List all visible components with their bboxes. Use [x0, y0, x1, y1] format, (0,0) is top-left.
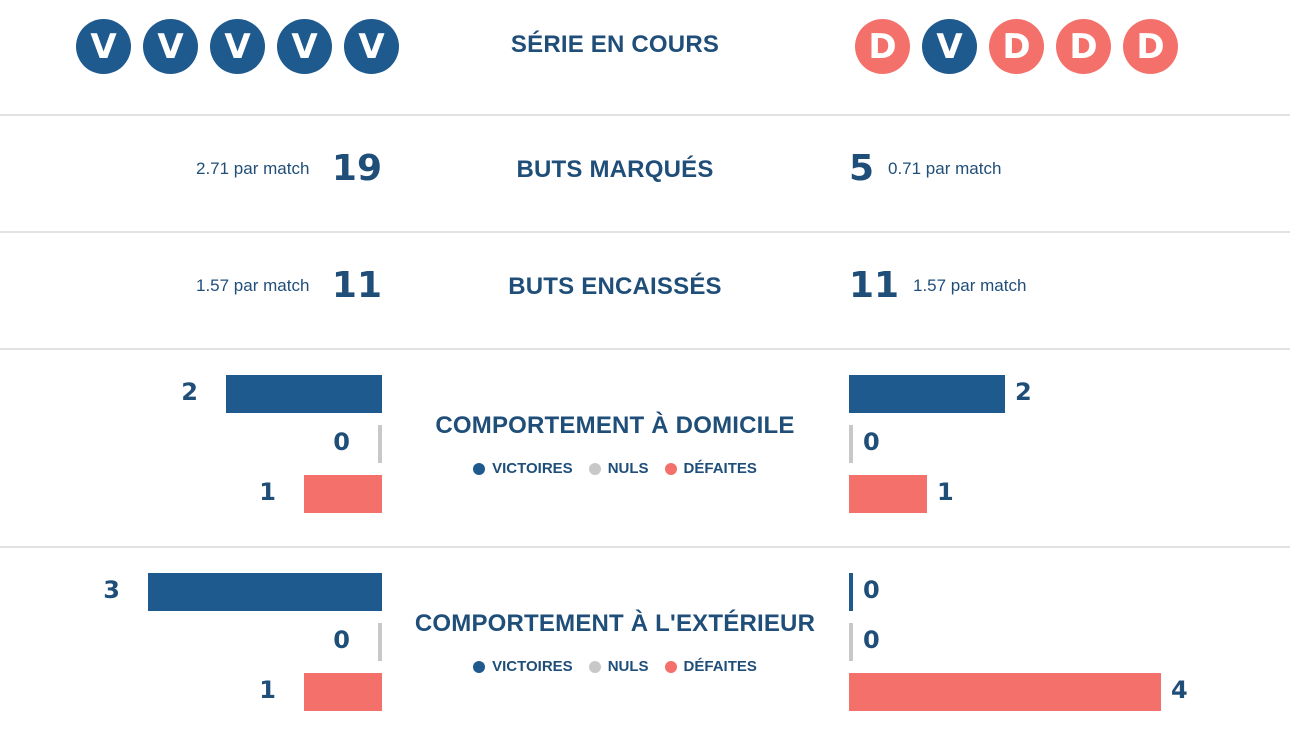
right-draws-value: 0	[863, 428, 880, 456]
left-wins-bar	[148, 573, 382, 611]
left-wins-value: 2	[181, 378, 198, 406]
streak-section: V V V V V SÉRIE EN COURS D V D D D	[0, 0, 1290, 116]
left-draws-bar	[378, 425, 382, 463]
legend-draws: NULS	[588, 658, 649, 675]
streak-badge: V	[277, 19, 332, 74]
right-draws-bar	[849, 623, 853, 661]
draw-dot-icon	[588, 660, 601, 673]
streak-badge: V	[143, 19, 198, 74]
right-losses-bar	[849, 475, 927, 513]
right-conceded-per-match: 1.57 par match	[913, 276, 1027, 295]
right-wins-value: 2	[1015, 378, 1032, 406]
left-wins-bar	[226, 375, 382, 413]
right-conceded-total: 11	[849, 265, 900, 306]
streak-badge: V	[344, 19, 399, 74]
away-legend: VICTOIRES NULS DÉFAITES	[395, 658, 835, 675]
right-losses-value: 1	[937, 478, 954, 506]
legend-draws-label: NULS	[607, 460, 649, 477]
left-draws-value: 0	[333, 428, 350, 456]
goals-scored-title: BUTS MARQUÉS	[516, 156, 714, 183]
left-losses-bar	[304, 673, 382, 711]
streak-badge: D	[1123, 19, 1178, 74]
streak-badge: V	[210, 19, 265, 74]
right-streak: D V D D D	[855, 19, 1178, 74]
legend-losses-label: DÉFAITES	[683, 658, 757, 675]
goals-conceded-title: BUTS ENCAISSÉS	[508, 273, 722, 300]
left-scored-total: 19	[331, 148, 382, 189]
left-losses-value: 1	[259, 676, 276, 704]
left-conceded-per-match: 1.57 par match	[196, 276, 310, 295]
streak-badge: D	[855, 19, 910, 74]
right-wins-value: 0	[863, 576, 880, 604]
draw-dot-icon	[588, 462, 601, 475]
left-losses-bar	[304, 475, 382, 513]
legend-wins-label: VICTOIRES	[492, 460, 573, 477]
right-scored-per-match: 0.71 par match	[888, 159, 1002, 178]
win-dot-icon	[473, 462, 486, 475]
away-record-section: COMPORTEMENT À L'EXTÉRIEUR VICTOIRES NUL…	[0, 548, 1290, 752]
goals-conceded-section: 1.57 par match 11 BUTS ENCAISSÉS 11 1.57…	[0, 233, 1290, 350]
right-losses-bar	[849, 673, 1161, 711]
loss-dot-icon	[664, 462, 677, 475]
legend-wins: VICTOIRES	[473, 460, 573, 477]
left-draws-bar	[378, 623, 382, 661]
left-conceded-total: 11	[331, 265, 382, 306]
legend-draws-label: NULS	[607, 658, 649, 675]
loss-dot-icon	[664, 660, 677, 673]
legend-draws: NULS	[588, 460, 649, 477]
left-scored-per-match: 2.71 par match	[196, 159, 310, 178]
win-dot-icon	[473, 660, 486, 673]
left-streak: V V V V V	[76, 19, 399, 74]
right-wins-bar	[849, 375, 1005, 413]
home-record-section: COMPORTEMENT À DOMICILE VICTOIRES NULS D…	[0, 350, 1290, 548]
left-draws-value: 0	[333, 626, 350, 654]
right-draws-value: 0	[863, 626, 880, 654]
away-record-title: COMPORTEMENT À L'EXTÉRIEUR	[414, 610, 816, 637]
legend-losses: DÉFAITES	[664, 460, 757, 477]
right-scored-total: 5	[849, 148, 875, 189]
left-losses-value: 1	[259, 478, 276, 506]
streak-badge: D	[1056, 19, 1111, 74]
legend-wins-label: VICTOIRES	[492, 658, 573, 675]
streak-badge: V	[922, 19, 977, 74]
home-legend: VICTOIRES NULS DÉFAITES	[395, 460, 835, 477]
streak-title: SÉRIE EN COURS	[510, 31, 720, 58]
right-losses-value: 4	[1171, 676, 1188, 704]
streak-badge: V	[76, 19, 131, 74]
goals-scored-section: 2.71 par match 19 BUTS MARQUÉS 5 0.71 pa…	[0, 116, 1290, 233]
left-wins-value: 3	[103, 576, 120, 604]
legend-losses-label: DÉFAITES	[683, 460, 757, 477]
right-draws-bar	[849, 425, 853, 463]
right-wins-bar	[849, 573, 853, 611]
legend-wins: VICTOIRES	[473, 658, 573, 675]
streak-badge: D	[989, 19, 1044, 74]
home-record-title: COMPORTEMENT À DOMICILE	[435, 412, 795, 439]
legend-losses: DÉFAITES	[664, 658, 757, 675]
